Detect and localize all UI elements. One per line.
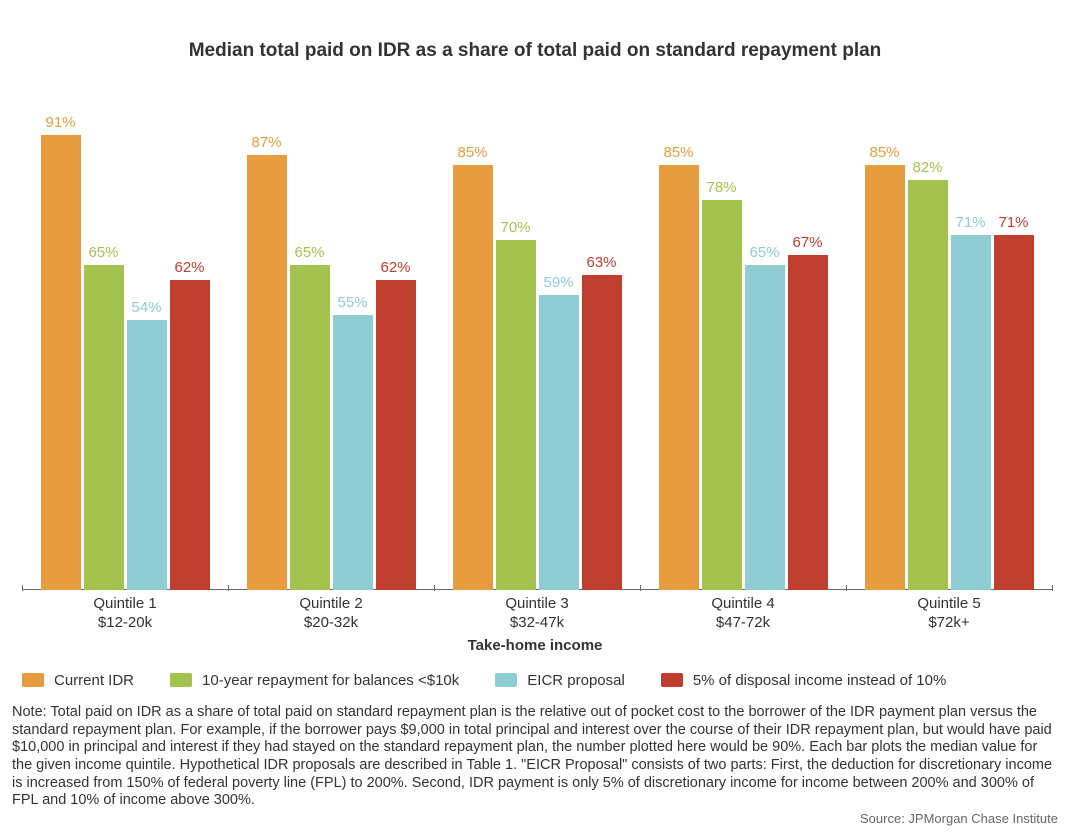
bar-value-label: 82% [908,159,948,176]
x-axis-title: Take-home income [0,637,1070,654]
bar-value-label: 63% [582,254,622,271]
legend-label: 5% of disposal income instead of 10% [693,672,946,689]
bar-group: 85% 78% 65%67% [640,90,846,590]
category-label: Quintile 3$32-47k [434,595,640,633]
bar-value-label: 65% [290,244,330,261]
bar [376,280,416,590]
legend-label: EICR proposal [527,672,625,689]
bar [84,265,124,590]
bar-value-label: 67% [788,234,828,251]
category-label-line2: $47-72k [640,614,846,633]
bar [582,275,622,590]
plot-area: 91% 65% 54% 62% 87% 65% 55% 62% 85% 70% 59%63% 85% 7… [22,90,1052,590]
bar [539,295,579,590]
legend-label: 10-year repayment for balances <$10k [202,672,459,689]
axis-tick [22,585,23,591]
bar-group: 85%82% 71%71% [846,90,1052,590]
bar-value-label: 65% [745,244,785,261]
bar-value-label: 62% [376,259,416,276]
note-text: Note: Total paid on IDR as a share of to… [12,704,1060,810]
category-label-line2: $32-47k [434,614,640,633]
category-label-line2: $72k+ [846,614,1052,633]
bar [994,235,1034,590]
chart-title: Median total paid on IDR as a share of t… [0,40,1070,62]
bar-value-label: 59% [539,274,579,291]
legend-item: EICR proposal [495,672,625,689]
bar-value-label: 70% [496,219,536,236]
bar-value-label: 87% [247,134,287,151]
bar [745,265,785,590]
category-label-line1: Quintile 3 [434,595,640,614]
bar-value-label: 85% [865,144,905,161]
bar [496,240,536,590]
bar-value-label: 85% [453,144,493,161]
bar-group: 85% 70% 59%63% [434,90,640,590]
bar [865,165,905,590]
legend-item: Current IDR [22,672,134,689]
legend: Current IDR 10-year repayment for balance… [22,670,1052,690]
bar [127,320,167,590]
bar [951,235,991,590]
bar-value-label: 91% [41,114,81,131]
category-label: Quintile 5$72k+ [846,595,1052,633]
bar-value-label: 85% [659,144,699,161]
category-label: Quintile 4$47-72k [640,595,846,633]
bar [788,255,828,590]
bar [170,280,210,590]
bar [908,180,948,590]
axis-tick [1052,585,1053,591]
bar-group: 91% 65% 54% 62% [22,90,228,590]
legend-item: 10-year repayment for balances <$10k [170,672,459,689]
bar [333,315,373,590]
legend-swatch [22,673,44,687]
bar [41,135,81,590]
bar [659,165,699,590]
legend-item: 5% of disposal income instead of 10% [661,672,946,689]
category-label: Quintile 2$20-32k [228,595,434,633]
category-label-line2: $12-20k [22,614,228,633]
source-text: Source: JPMorgan Chase Institute [860,811,1058,826]
bar-value-label: 54% [127,299,167,316]
bar-value-label: 71% [994,214,1034,231]
bar-value-label: 78% [702,179,742,196]
bar-value-label: 65% [84,244,124,261]
legend-swatch [661,673,683,687]
category-label-line1: Quintile 5 [846,595,1052,614]
category-label-line2: $20-32k [228,614,434,633]
category-label-line1: Quintile 2 [228,595,434,614]
bar-value-label: 62% [170,259,210,276]
bar [247,155,287,590]
chart-container: Median total paid on IDR as a share of t… [0,0,1070,834]
category-label-line1: Quintile 1 [22,595,228,614]
category-label: Quintile 1$12-20k [22,595,228,633]
legend-swatch [495,673,517,687]
category-label-line1: Quintile 4 [640,595,846,614]
bar-value-label: 55% [333,294,373,311]
bar [702,200,742,590]
bar [290,265,330,590]
legend-swatch [170,673,192,687]
legend-label: Current IDR [54,672,134,689]
bar [453,165,493,590]
category-labels: Quintile 1$12-20kQuintile 2$20-32kQuinti… [22,595,1052,635]
bar-group: 87% 65% 55% 62% [228,90,434,590]
bar-value-label: 71% [951,214,991,231]
